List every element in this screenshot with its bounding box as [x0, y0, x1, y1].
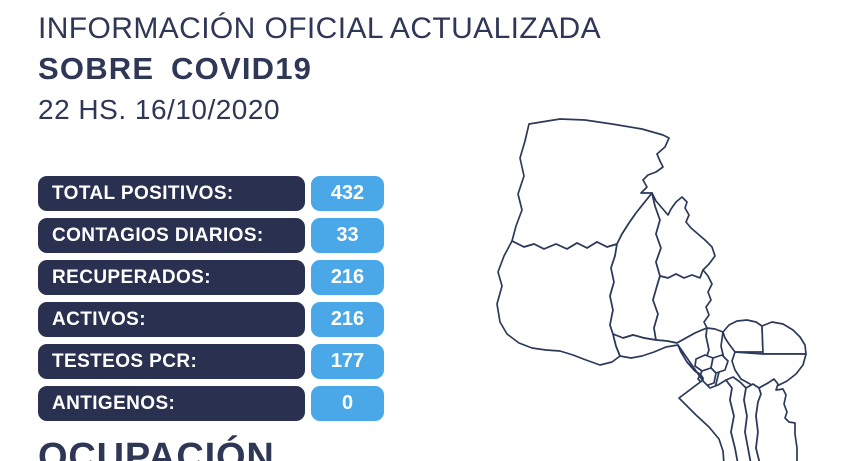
- stat-label-box: TESTEOS PCR:: [38, 344, 305, 379]
- map-region-capayan: [677, 344, 739, 461]
- stat-label-box: RECUPERADOS:: [38, 260, 305, 295]
- map-region-santa-rosa: [761, 321, 807, 355]
- stat-label-box: ACTIVOS:: [38, 302, 305, 337]
- province-departments-map: [496, 118, 807, 461]
- stat-value-box: 432: [311, 176, 384, 211]
- stat-row: CONTAGIOS DIARIOS: 33: [38, 218, 384, 253]
- stat-value-box: 177: [311, 344, 384, 379]
- stat-row: TOTAL POSITIVOS: 432: [38, 176, 384, 211]
- stat-value-box: 0: [311, 386, 384, 421]
- stat-value-box: 33: [311, 218, 384, 253]
- map-region-paclin: [722, 319, 764, 353]
- stat-row: ACTIVOS: 216: [38, 302, 384, 337]
- stat-row: RECUPERADOS: 216: [38, 260, 384, 295]
- stat-label-box: CONTAGIOS DIARIOS:: [38, 218, 305, 253]
- title-line1: INFORMACIÓN OFICIAL ACTUALIZADA: [38, 12, 602, 45]
- stats-panel: TOTAL POSITIVOS: 432 CONTAGIOS DIARIOS: …: [38, 176, 384, 428]
- section-title-ocupacion: OCUPACIÓN: [38, 436, 275, 461]
- header-datetime: 22 HS. 16/10/2020: [38, 94, 281, 125]
- stat-value-box: 216: [311, 302, 384, 337]
- map-region-tinogasta: [496, 240, 621, 366]
- stat-value-box: 216: [311, 260, 384, 295]
- map-region-andalgala: [652, 269, 713, 344]
- stat-label-box: TOTAL POSITIVOS:: [38, 176, 305, 211]
- map-region-santa-maria: [651, 192, 716, 279]
- title-line2: SOBRE COVID19: [38, 51, 313, 86]
- map-region-la-paz: [755, 378, 798, 461]
- stat-row: TESTEOS PCR: 177: [38, 344, 384, 379]
- stat-row: ANTIGENOS: 0: [38, 386, 384, 421]
- stat-label-box: ANTIGENOS:: [38, 386, 305, 421]
